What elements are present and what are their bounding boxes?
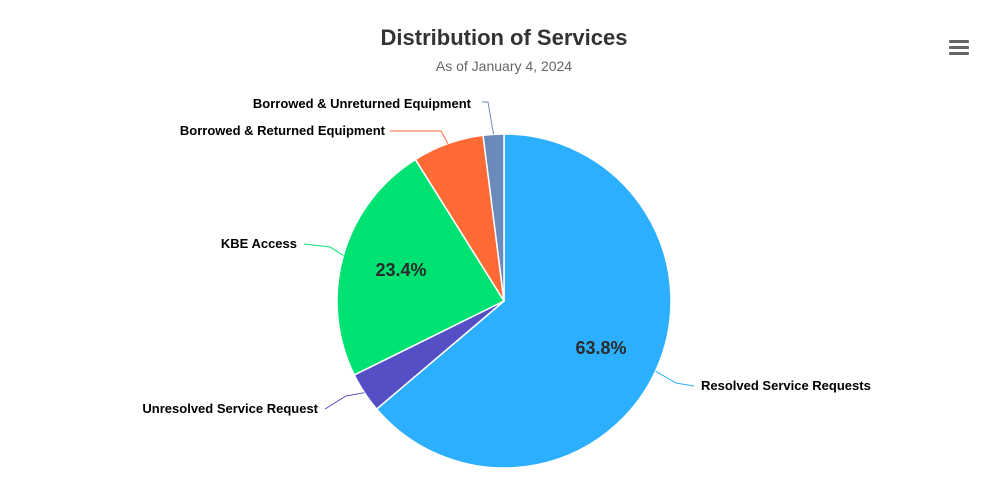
slice-percent-label: 23.4%	[375, 260, 426, 280]
slice-label: Borrowed & Unreturned Equipment	[253, 96, 472, 111]
connector-line	[390, 130, 449, 144]
slice-label: Unresolved Service Request	[142, 401, 318, 416]
pie-slice-borrowed-unreturned-equipment[interactable]	[482, 133, 505, 302]
slice-label: Borrowed & Returned Equipment	[180, 123, 386, 138]
menu-line	[949, 52, 969, 55]
connector-line	[303, 243, 344, 256]
slice-label: Resolved Service Requests	[701, 378, 871, 393]
chart-title: Distribution of Services	[380, 25, 628, 50]
menu-line	[949, 40, 969, 43]
pie-slice-resolved-service-requests[interactable]	[375, 133, 672, 469]
chart-subtitle: As of January 4, 2024	[435, 58, 573, 74]
menu-line	[949, 46, 969, 49]
connector-line	[482, 101, 495, 135]
slice-label: KBE Access	[221, 236, 297, 251]
hamburger-menu-icon[interactable]	[944, 32, 974, 62]
connector-line	[655, 370, 695, 387]
pie-slice-kbe-access[interactable]	[336, 158, 505, 376]
connector-line	[324, 392, 365, 410]
slice-percent-label: 63.8%	[575, 338, 626, 358]
